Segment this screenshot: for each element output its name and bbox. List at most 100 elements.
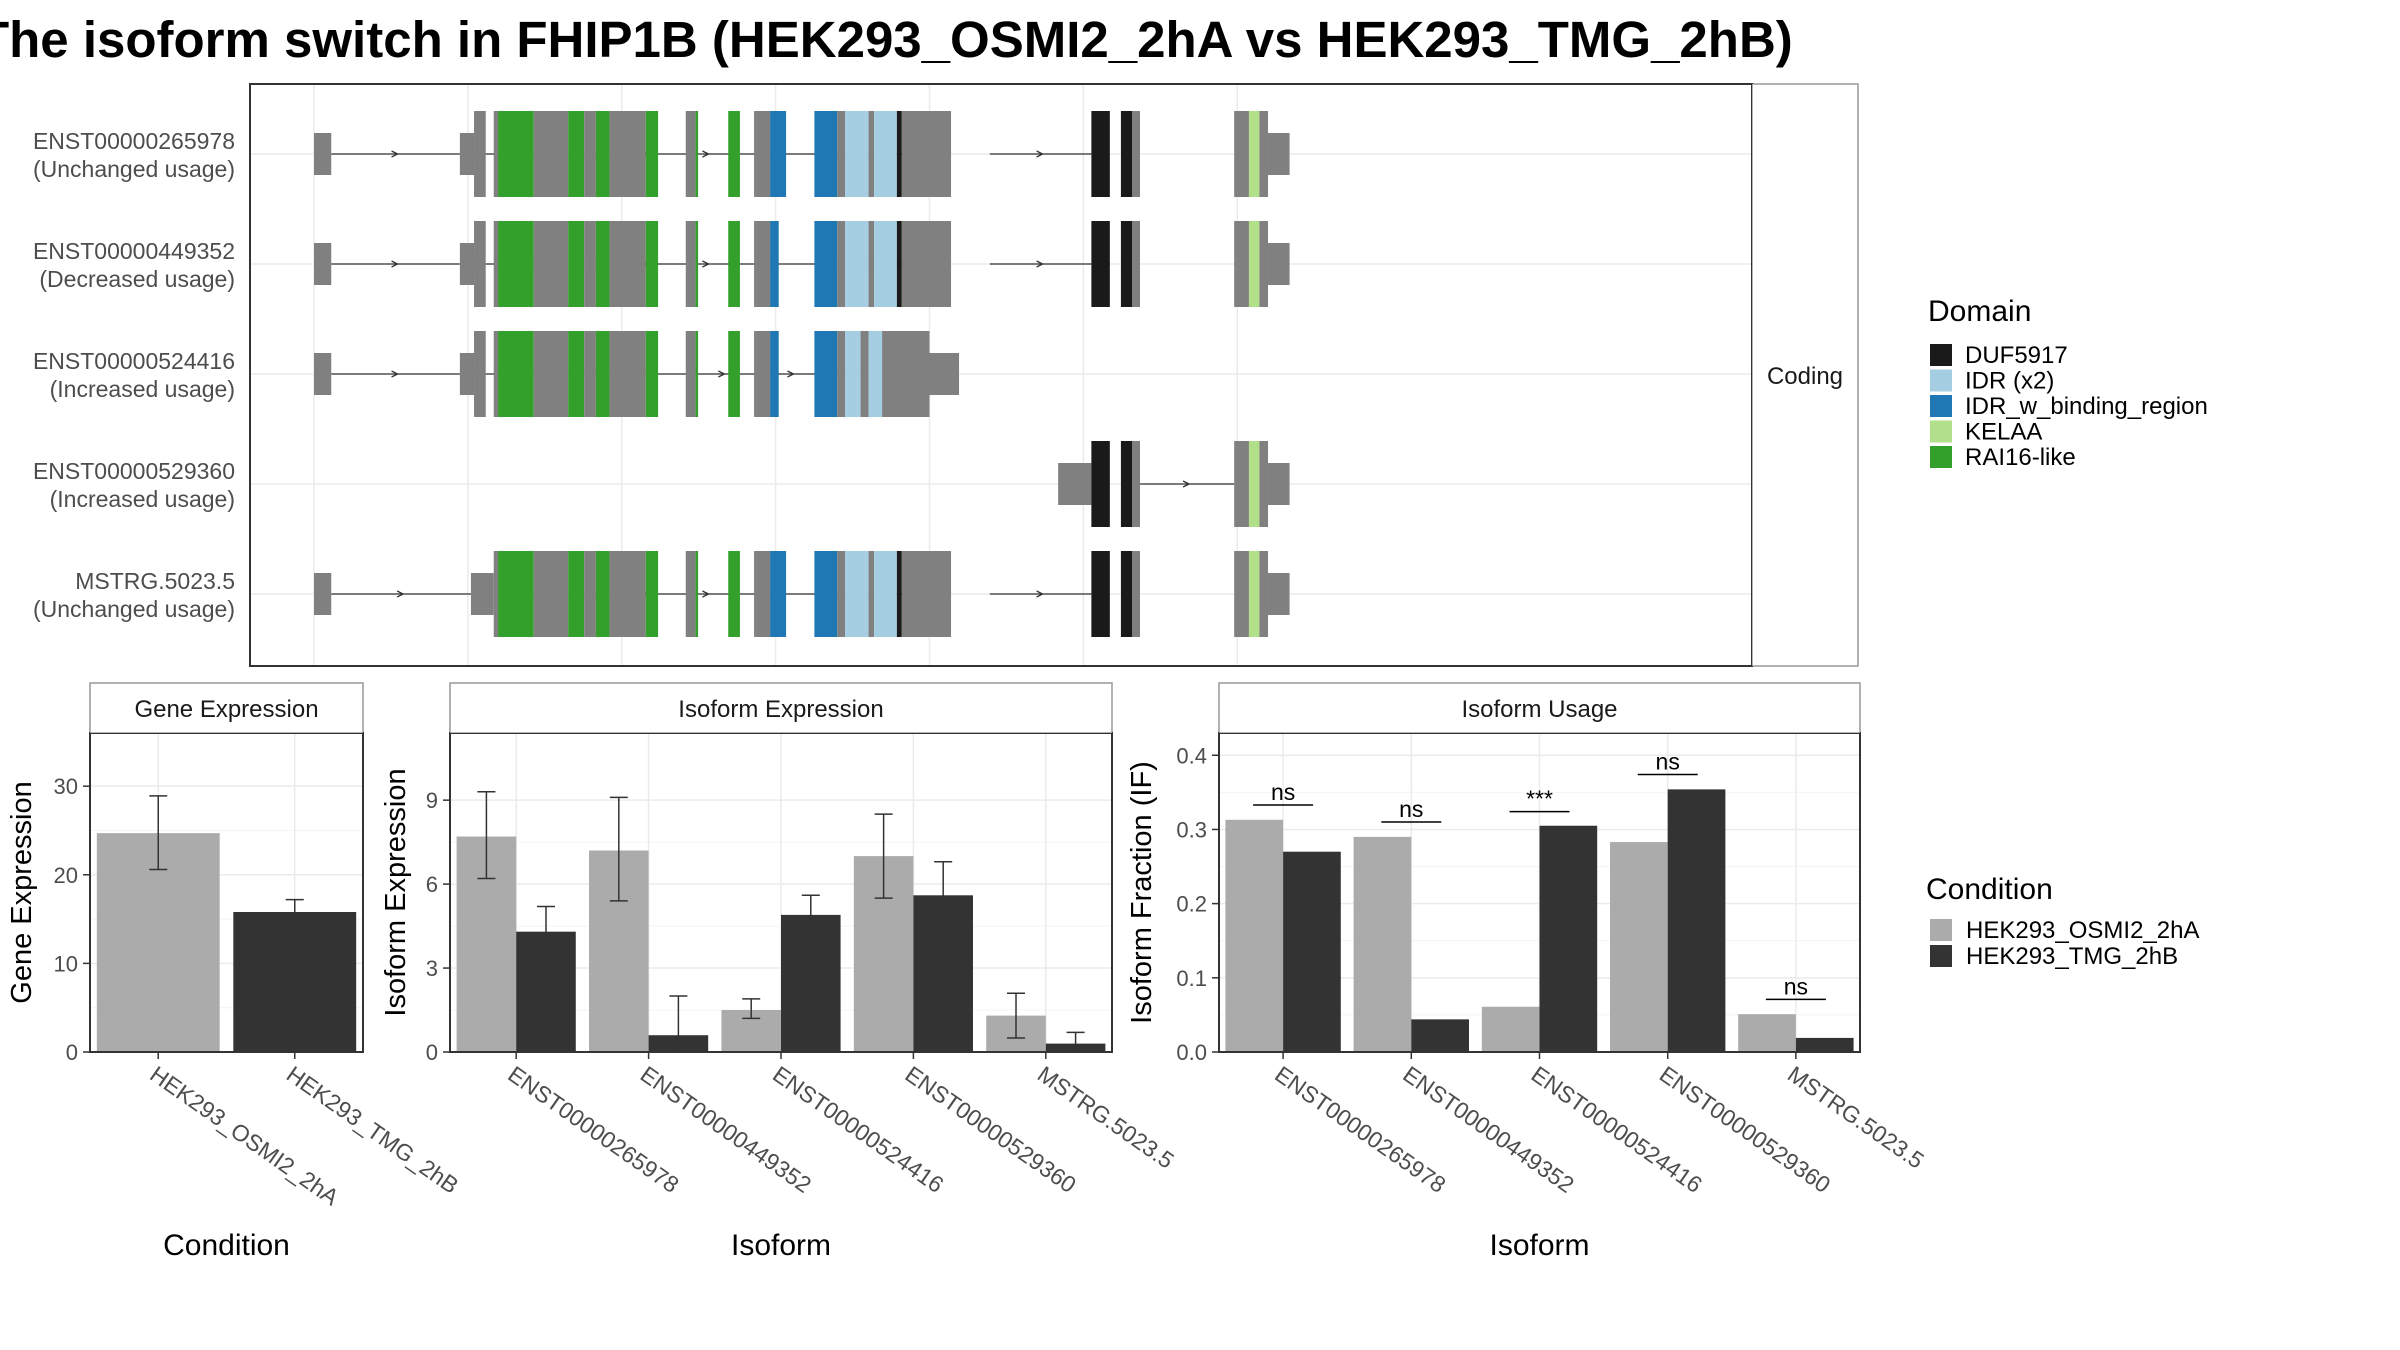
condition-legend-label: HEK293_OSMI2_2hA xyxy=(1966,917,2199,944)
exon-cds xyxy=(493,221,499,307)
exon-cds xyxy=(868,111,875,197)
exon-cds xyxy=(493,111,499,197)
y-tick-label: 3 xyxy=(426,956,438,981)
y-axis-title: Gene Expression xyxy=(6,781,38,1003)
exon-domain-RAI16-like xyxy=(645,111,659,197)
exon-domain-IDR-w-binding-region xyxy=(814,221,838,307)
exon-utr xyxy=(1058,463,1092,505)
exon-cds xyxy=(754,551,757,637)
exon-domain-IDR-x2- xyxy=(845,221,869,307)
y-tick-label: 0 xyxy=(66,1040,78,1065)
figure-title: The isoform switch in FHIP1B (HEK293_OSM… xyxy=(0,11,1793,68)
exon-cds xyxy=(1234,441,1249,527)
isoform-track-ENST00000265978 xyxy=(314,111,1290,197)
intron-arrow xyxy=(391,260,400,268)
domain-legend-key xyxy=(1930,395,1952,417)
domain-legend-label: KELAA xyxy=(1965,419,2042,446)
exon-cds xyxy=(754,111,757,197)
isoform-id-label: MSTRG.5023.5 xyxy=(75,568,235,594)
domain-legend-label: IDR (x2) xyxy=(1965,368,2054,395)
intron-arrow xyxy=(396,590,405,598)
exon-domain-DUF5917 xyxy=(1120,551,1132,637)
exon-domain-RAI16-like xyxy=(645,551,659,637)
exon-domain-IDR-w-binding-region xyxy=(770,551,787,637)
exon-cds xyxy=(609,551,646,637)
exon-cds xyxy=(1259,221,1269,307)
exon-cds xyxy=(1131,111,1141,197)
exon-nc xyxy=(314,133,332,175)
isoform-id-label: ENST00000524416 xyxy=(33,348,235,374)
isoform-usage-label: (Increased usage) xyxy=(50,486,235,512)
facet-label-coding: Coding xyxy=(1767,363,1843,390)
facet-label: Isoform Expression xyxy=(678,696,883,723)
exon-cds xyxy=(901,111,952,197)
exon-utr xyxy=(459,243,475,285)
y-tick-label: 0.1 xyxy=(1176,966,1207,991)
y-tick-label: 0.0 xyxy=(1176,1040,1207,1065)
exon-cds xyxy=(837,221,846,307)
exon-domain-DUF5917 xyxy=(1091,221,1110,307)
exon-utr xyxy=(1268,573,1290,615)
condition-legend-key xyxy=(1930,919,1952,941)
bar xyxy=(1353,836,1412,1052)
exon-domain-RAI16-like xyxy=(595,111,610,197)
exon-domain-DUF5917 xyxy=(896,551,902,637)
bar xyxy=(1539,825,1598,1052)
exon-domain-RAI16-like xyxy=(595,331,610,417)
exon-domain-DUF5917 xyxy=(1091,111,1110,197)
exon-utr xyxy=(929,353,960,395)
bar xyxy=(233,911,357,1052)
exon-cds xyxy=(609,111,646,197)
intron-arrow xyxy=(1036,260,1045,268)
exon-cds xyxy=(882,331,930,417)
exon-cds xyxy=(685,111,696,197)
intron-arrow xyxy=(702,150,710,158)
x-tick-label: MSTRG.5023.5 xyxy=(1033,1061,1179,1174)
exon-cds xyxy=(901,221,952,307)
exon-nc xyxy=(314,573,332,615)
significance-label: *** xyxy=(1526,786,1553,812)
exon-domain-IDR-x2- xyxy=(845,551,869,637)
y-axis-title: Isoform Fraction (IF) xyxy=(1126,761,1158,1024)
exon-cds xyxy=(868,551,875,637)
exon-nc xyxy=(314,353,332,395)
exon-domain-RAI16-like xyxy=(498,221,534,307)
facet-label: Isoform Usage xyxy=(1461,696,1617,723)
exon-domain-DUF5917 xyxy=(1091,441,1110,527)
exon-domain-RAI16-like xyxy=(568,221,585,307)
facet-strip xyxy=(89,682,364,734)
exon-domain-IDR-x2- xyxy=(845,111,869,197)
exon-domain-IDR-x2- xyxy=(845,331,861,417)
exon-domain-IDR-w-binding-region xyxy=(814,111,838,197)
facet-strip xyxy=(1218,682,1861,734)
exon-cds xyxy=(868,221,875,307)
exon-cds xyxy=(754,331,757,417)
condition-legend-key xyxy=(1930,945,1952,967)
exon-utr xyxy=(459,353,475,395)
exon-utr xyxy=(459,133,475,175)
exon-cds xyxy=(756,331,771,417)
exon-cds xyxy=(1259,111,1269,197)
exon-cds xyxy=(860,331,869,417)
bar xyxy=(1283,851,1341,1052)
exon-domain-RAI16-like xyxy=(568,551,585,637)
exon-cds xyxy=(837,551,846,637)
exon-utr xyxy=(1268,463,1290,505)
exon-domain-KELAA xyxy=(1248,441,1260,527)
y-tick-label: 0.3 xyxy=(1176,817,1207,842)
y-tick-label: 0.2 xyxy=(1176,892,1207,917)
exon-cds xyxy=(1131,221,1141,307)
exon-cds xyxy=(754,221,757,307)
domain-legend-label: DUF5917 xyxy=(1965,342,2068,369)
facet-strip-coding xyxy=(1751,83,1859,667)
exon-cds xyxy=(609,221,646,307)
exon-domain-DUF5917 xyxy=(1120,111,1132,197)
intron-arrow xyxy=(1036,590,1045,598)
exon-cds xyxy=(756,111,771,197)
exon-domain-RAI16-like xyxy=(728,221,740,307)
isoform-usage-label: (Increased usage) xyxy=(50,376,235,402)
intron-arrow xyxy=(787,370,795,378)
exon-domain-IDR-w-binding-region xyxy=(770,331,779,417)
